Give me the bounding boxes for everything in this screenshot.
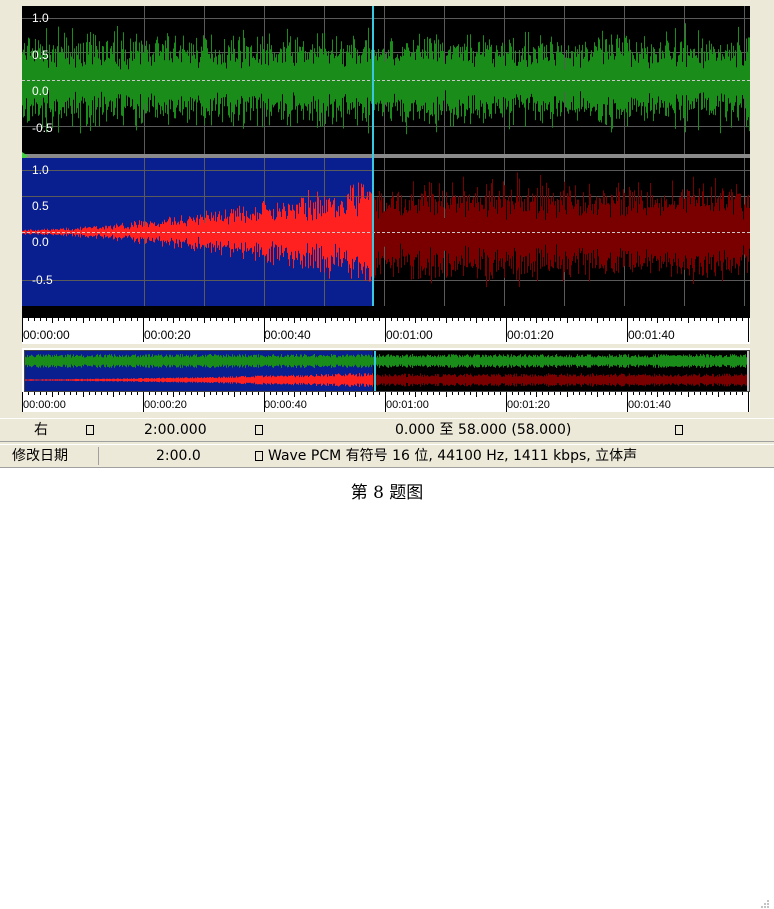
overview-scroll-handle[interactable] [747,351,749,391]
selection-range: 0.000 至 58.000 (58.000) [395,422,572,438]
overview-wave-svg [25,354,749,387]
format-square-icon [255,451,263,461]
selection-square-icon [675,425,683,435]
overview-waveform[interactable] [24,350,750,392]
audio-format: Wave PCM 有符号 16 位, 44100 Hz, 1411 kbps, … [268,448,638,464]
modified-date-value: 2:00.0 [156,448,201,464]
status-divider-1 [98,447,99,465]
status-bar-format: 修改日期 2:00.0 Wave PCM 有符号 16 位, 44100 Hz,… [0,444,774,908]
overview-tick-0: 00:00:00 [23,399,66,411]
timeline-ruler[interactable]: 00:00:00 00:00:20 00:00:40 00:01:00 00:0… [22,306,750,344]
modified-date-label: 修改日期 [12,448,68,464]
timeline-tick-60: 00:01:00 [386,328,433,342]
right-y-tick-1: 1.0 [32,163,49,177]
left-y-tick-3: 0.0 [32,84,49,98]
right-frame [750,0,774,415]
timeline-tick-80: 00:01:20 [507,328,554,342]
right-channel-track[interactable]: 1.0 0.5 0.0 -0.5 [22,158,750,306]
overview-tick-40: 00:00:40 [264,399,307,411]
figure-caption: 第 8 题图 [350,483,424,503]
overview-tick-60: 00:01:00 [386,399,429,411]
timeline-tick-20: 00:00:20 [144,328,191,342]
right-zero-line [22,232,750,233]
left-y-tick-2: 0.5 [32,48,49,62]
channel-square-icon [86,425,94,435]
overview-tick-20: 00:00:20 [144,399,187,411]
cue-marker-icon[interactable] [22,152,28,160]
overview-tick-100: 00:01:40 [628,399,671,411]
status-bar-selection: 右 2:00.000 0.000 至 58.000 (58.000) [0,418,774,442]
timeline-tick-40: 00:00:40 [264,328,311,342]
playback-cursor[interactable] [372,6,374,306]
timeline-tick-100: 00:01:40 [628,328,675,342]
left-y-tick-1: 1.0 [32,11,49,25]
right-y-tick-3: 0.0 [32,235,49,249]
left-zero-line [22,80,750,81]
resize-grip-icon[interactable] [760,899,770,909]
right-y-tick-2: 0.5 [32,199,49,213]
overview-cursor [374,351,376,391]
overview-tick-80: 00:01:20 [507,399,550,411]
channel-label: 右 [34,422,48,438]
length-square-icon [255,425,263,435]
left-channel-track[interactable]: 1.0 0.5 0.0 -0.5 [22,6,750,154]
length-value: 2:00.000 [144,422,207,438]
overview-panel[interactable]: 00:00:00 00:00:20 00:00:40 00:01:00 00:0… [22,348,750,412]
right-y-tick-4: -0.5 [32,273,53,287]
left-frame [0,0,22,415]
track-separator[interactable] [22,154,750,158]
left-y-tick-4: -0.5 [32,121,53,135]
timeline-tick-0: 00:00:00 [23,328,70,342]
